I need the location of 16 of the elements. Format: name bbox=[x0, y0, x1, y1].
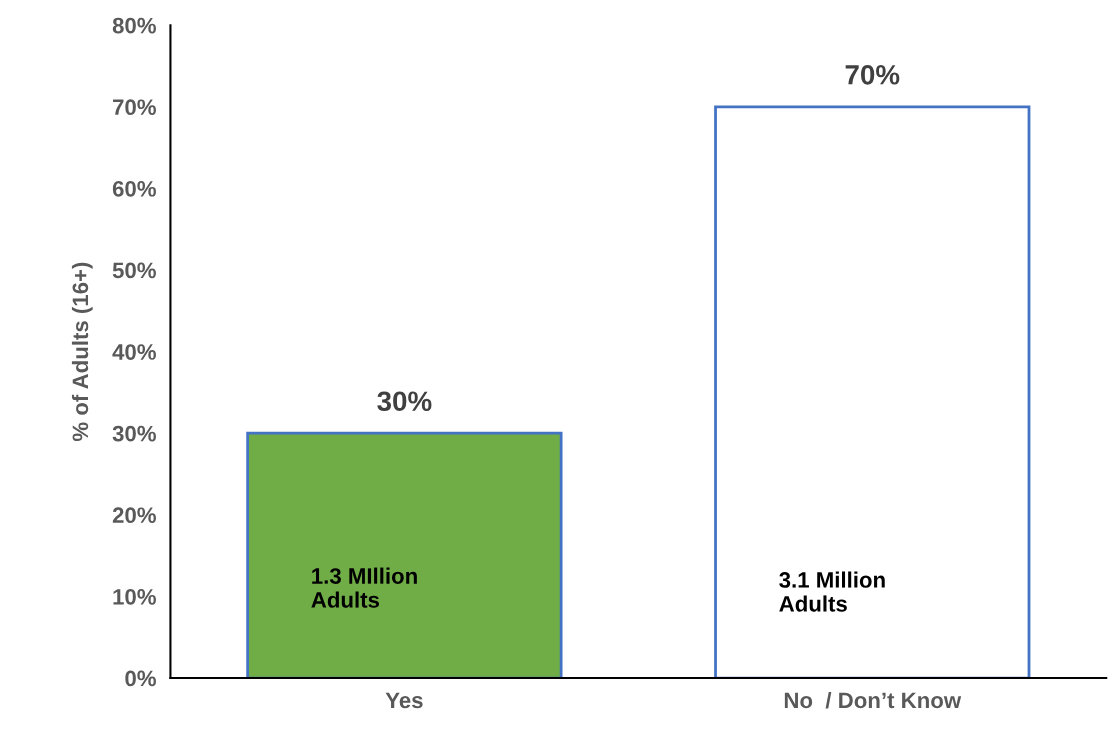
y-tick-label: 70% bbox=[113, 99, 156, 116]
y-tick-label: 0% bbox=[125, 670, 156, 687]
y-tick-label: 20% bbox=[112, 507, 156, 524]
data-label: 30% bbox=[377, 391, 432, 412]
y-axis-title: % of Adults (16+) bbox=[71, 262, 93, 442]
y-tick-label: 80% bbox=[112, 17, 156, 34]
x-tick-label: No / Don’t Know bbox=[784, 691, 962, 709]
data-label: 70% bbox=[845, 64, 900, 85]
y-tick-label: 10% bbox=[113, 588, 156, 605]
y-tick-label: 30% bbox=[112, 425, 156, 442]
y-tick-label: 60% bbox=[112, 180, 156, 197]
x-tick-label: Yes bbox=[385, 692, 423, 709]
y-tick-label: 40% bbox=[112, 344, 156, 360]
annotation: 3.1 Million Adults bbox=[779, 571, 885, 612]
annotation: 1.3 MIllion Adults bbox=[311, 567, 417, 608]
y-tick-label: 50% bbox=[112, 262, 156, 279]
